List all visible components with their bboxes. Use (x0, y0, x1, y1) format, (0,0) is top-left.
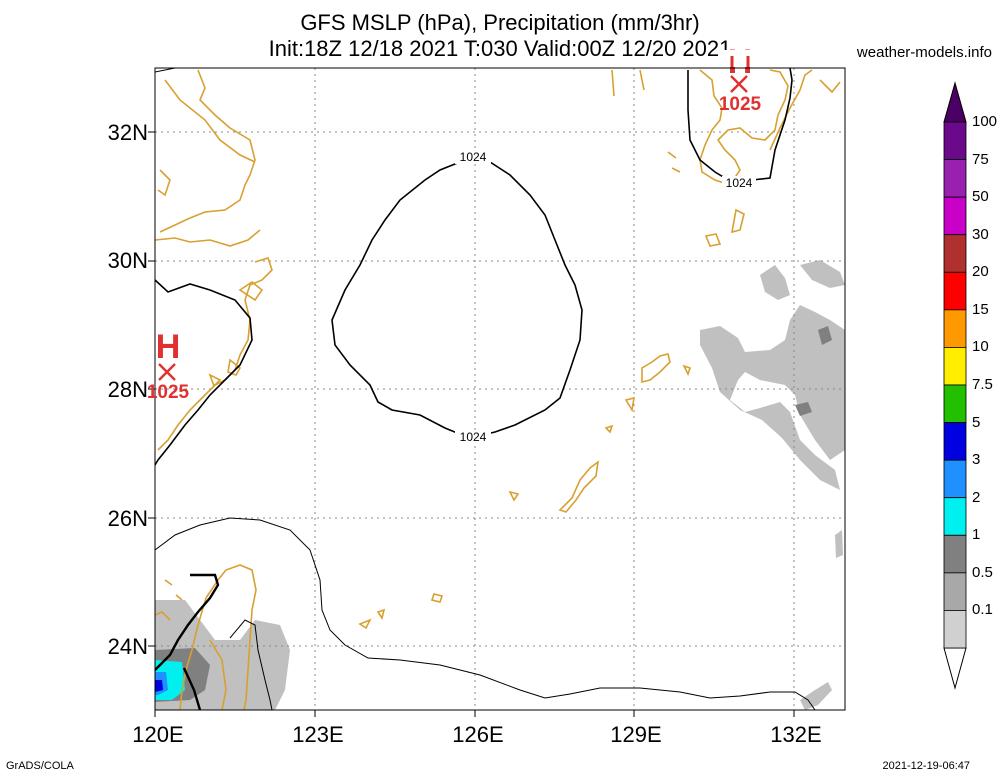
colorbar-swatch (943, 234, 967, 273)
colorbar-swatch (943, 572, 967, 611)
colorbar-label: 0.1 (972, 601, 993, 619)
high-pressure-value: 1025 (147, 382, 190, 403)
high-pressure-value: 1025 (719, 94, 762, 115)
lat-label-30n: 30N (107, 248, 148, 273)
colorbar-swatch (943, 121, 967, 160)
isobar-label-northeast: 1024 (726, 176, 753, 190)
colorbar-swatch (943, 159, 967, 198)
lat-lon-grid (155, 68, 845, 710)
lat-label-24n: 24N (107, 634, 148, 659)
colorbar-label: 0.5 (972, 563, 993, 581)
site-watermark: weather-models.info (856, 44, 992, 61)
precip-shading (155, 260, 845, 710)
colorbar-swatch (943, 196, 967, 236)
colorbar-swatch (943, 347, 967, 386)
colorbar-label: 50 (972, 188, 989, 206)
colorbar-swatch (943, 271, 967, 311)
lon-label-129e: 129E (610, 722, 662, 747)
lon-label-126e: 126E (452, 722, 504, 747)
lat-label-32n: 32N (107, 120, 148, 145)
colorbar-swatch (943, 384, 967, 423)
colorbar-label: 75 (972, 150, 989, 168)
lon-label-120e: 120E (132, 722, 184, 747)
colorbar-label: 5 (972, 413, 981, 431)
lon-label-123e: 123E (292, 722, 344, 747)
lat-label-28n: 28N (107, 377, 148, 402)
colorbar-label: 20 (972, 263, 989, 281)
lat-label-26n: 26N (107, 506, 148, 531)
colorbar-swatch (943, 422, 967, 461)
colorbar-label: 1 (972, 526, 981, 544)
colorbar-label: 3 (972, 451, 981, 469)
isobar-label-south: 1024 (460, 430, 487, 444)
colorbar (943, 81, 967, 690)
colorbar-label: 100 (972, 113, 998, 130)
chart-title: GFS MSLP (hPa), Precipitation (mm/3hr) (300, 10, 700, 35)
colorbar-swatch (943, 610, 967, 649)
footer-credit: GrADS/COLA (6, 760, 74, 772)
lon-label-132e: 132E (770, 722, 822, 747)
colorbar-top-arrow (943, 81, 967, 123)
axis-ticks (148, 131, 795, 717)
colorbar-swatch (943, 309, 967, 348)
footer-timestamp: 2021-12-19-06:47 (882, 760, 970, 772)
colorbar-label: 15 (972, 300, 989, 318)
colorbar-swatch (943, 534, 967, 574)
colorbar-label: 7.5 (972, 376, 993, 393)
high-symbol: H (156, 328, 181, 366)
colorbar-label: 10 (972, 338, 989, 356)
high-marker-icon (730, 75, 748, 93)
chart-subtitle: Init:18Z 12/18 2021 T:030 Valid:00Z 12/2… (268, 36, 732, 61)
high-center-west: H 1025 (147, 328, 190, 403)
colorbar-bottom-arrow (943, 647, 967, 690)
colorbar-swatch (943, 459, 967, 499)
high-marker-icon (158, 363, 176, 381)
colorbar-label: 2 (972, 488, 981, 506)
coastlines (155, 69, 841, 710)
isobar-label-north: 1024 (460, 150, 487, 164)
colorbar-swatch (943, 497, 967, 536)
colorbar-label: 30 (972, 225, 989, 243)
